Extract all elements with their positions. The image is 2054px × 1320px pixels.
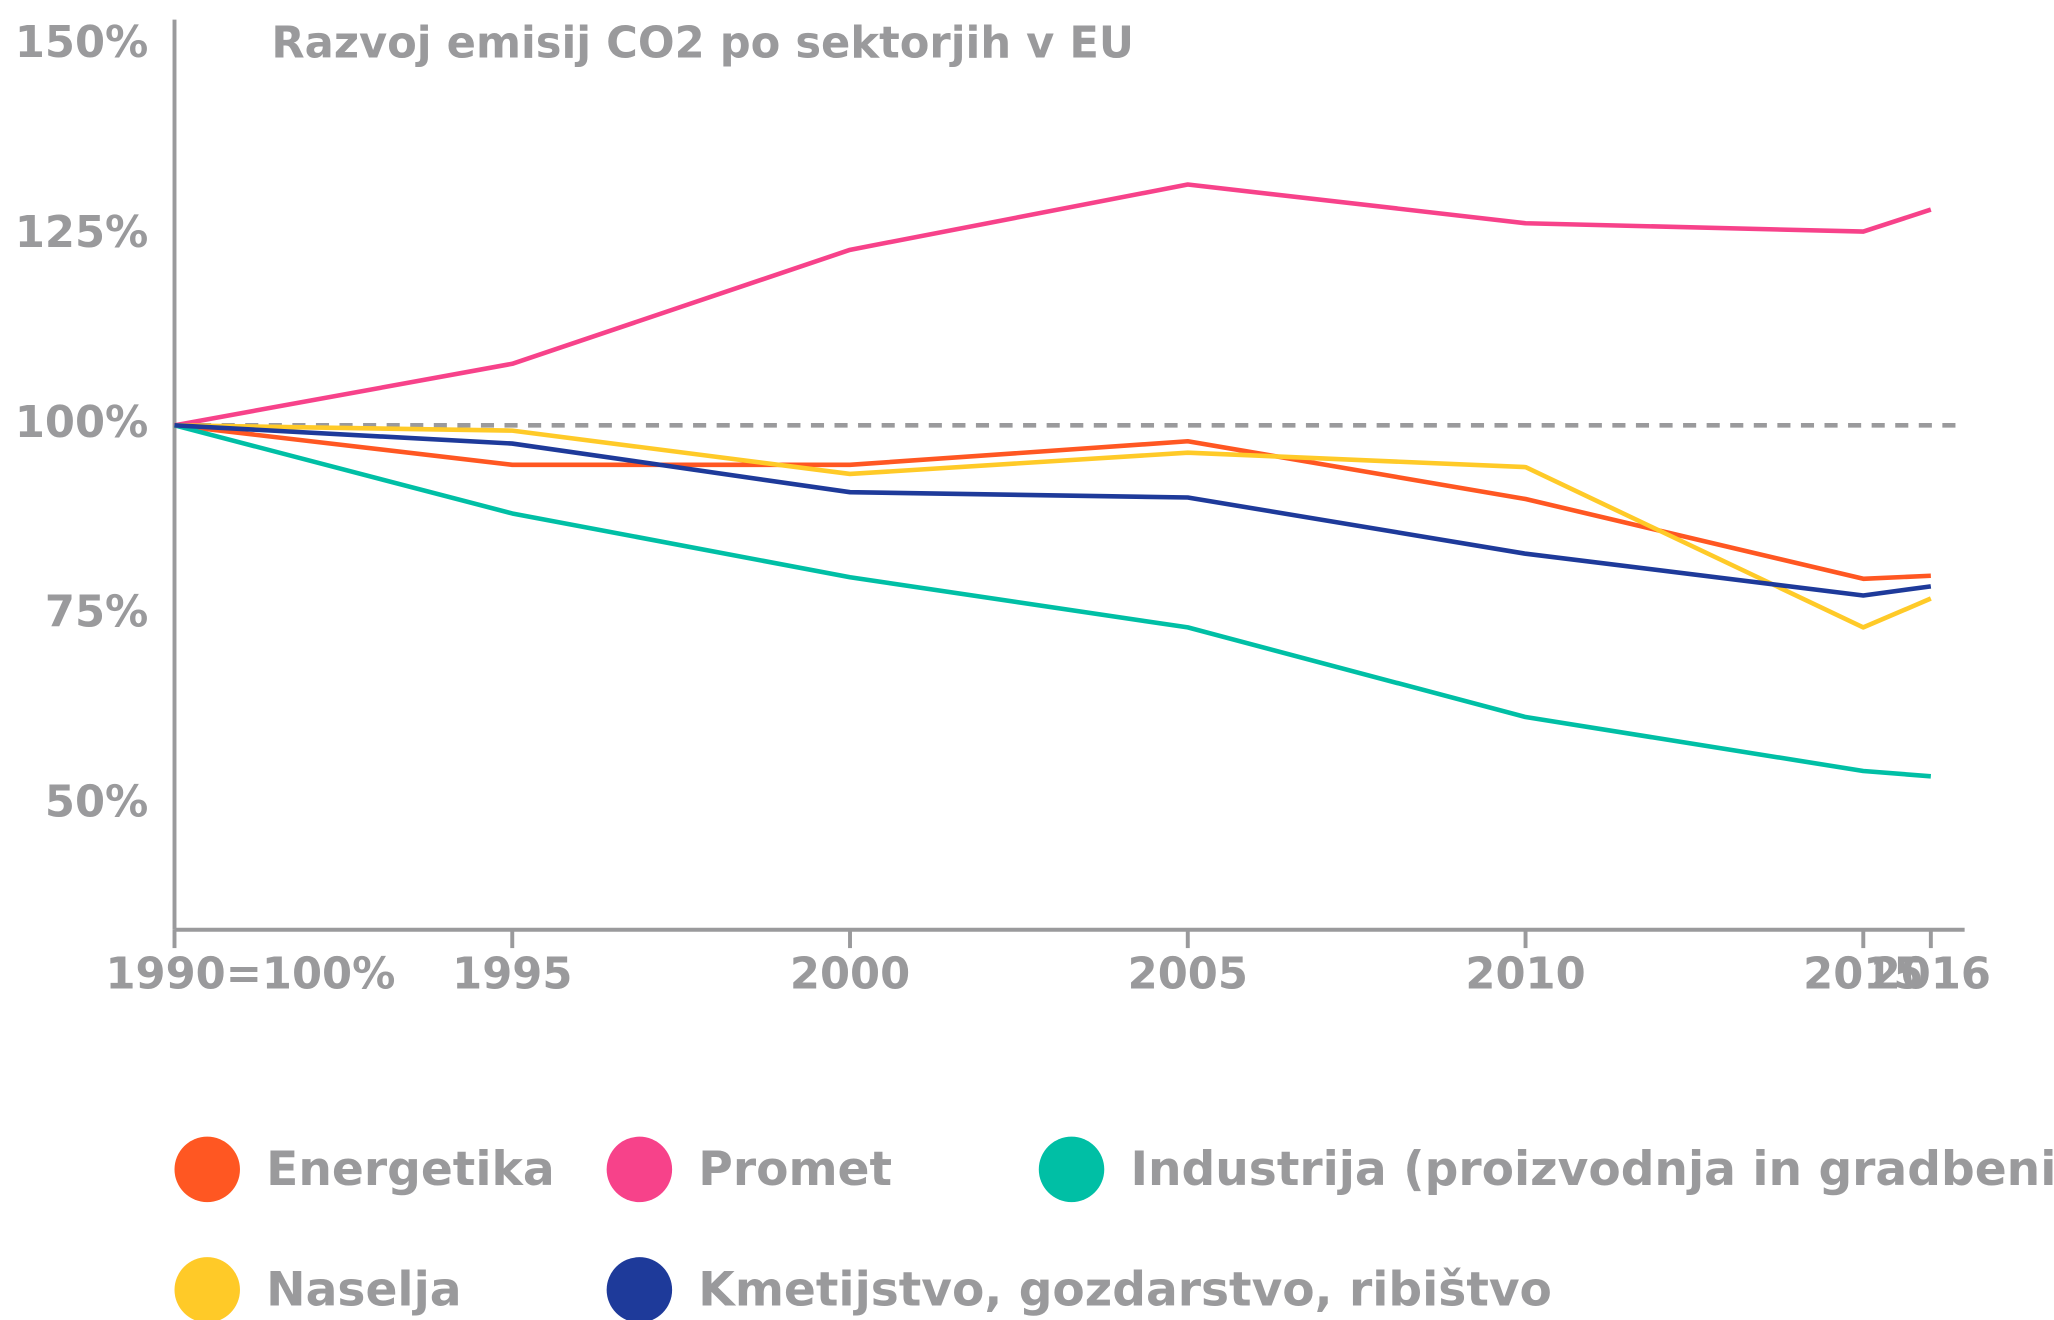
- legend-label: Energetika: [266, 1142, 554, 1197]
- legend-swatch: [174, 1136, 240, 1203]
- x-tick-label: 2016: [1871, 949, 1991, 999]
- legend-label: Kmetijstvo, gozdarstvo, ribištvo: [698, 1263, 1552, 1318]
- legend-label: Promet: [698, 1142, 892, 1197]
- y-tick-label: 75%: [45, 588, 148, 638]
- y-tick-label: 50%: [45, 778, 148, 828]
- legend-swatch: [606, 1136, 673, 1203]
- legend-swatch: [174, 1257, 240, 1320]
- chart-title: Razvoj emisij CO2 po sektorjih v EU: [271, 18, 1134, 68]
- series-line: [174, 182, 1932, 428]
- x-tick-label: 2010: [1465, 949, 1585, 999]
- series-line: [174, 423, 1932, 630]
- series-line: [174, 423, 1931, 582]
- x-tick-label: 2000: [790, 949, 910, 999]
- y-tick-label: 150%: [15, 18, 148, 68]
- x-tick-label: 2015: [1803, 949, 1923, 999]
- legend-swatch: [606, 1257, 673, 1320]
- legend-label: Industrija (proizvodnja in gradbeništvo): [1130, 1142, 2054, 1197]
- x-tick-label: 1990=100%: [105, 949, 395, 999]
- y-tick-label: 100%: [15, 398, 148, 448]
- legend-label: Naselja: [266, 1263, 461, 1318]
- x-tick-label: 2005: [1128, 949, 1248, 999]
- series-line: [173, 423, 1932, 779]
- legend-swatch: [1038, 1136, 1105, 1203]
- y-tick-label: 125%: [15, 208, 148, 258]
- x-tick-label: 1995: [452, 949, 572, 999]
- series-line: [174, 423, 1932, 598]
